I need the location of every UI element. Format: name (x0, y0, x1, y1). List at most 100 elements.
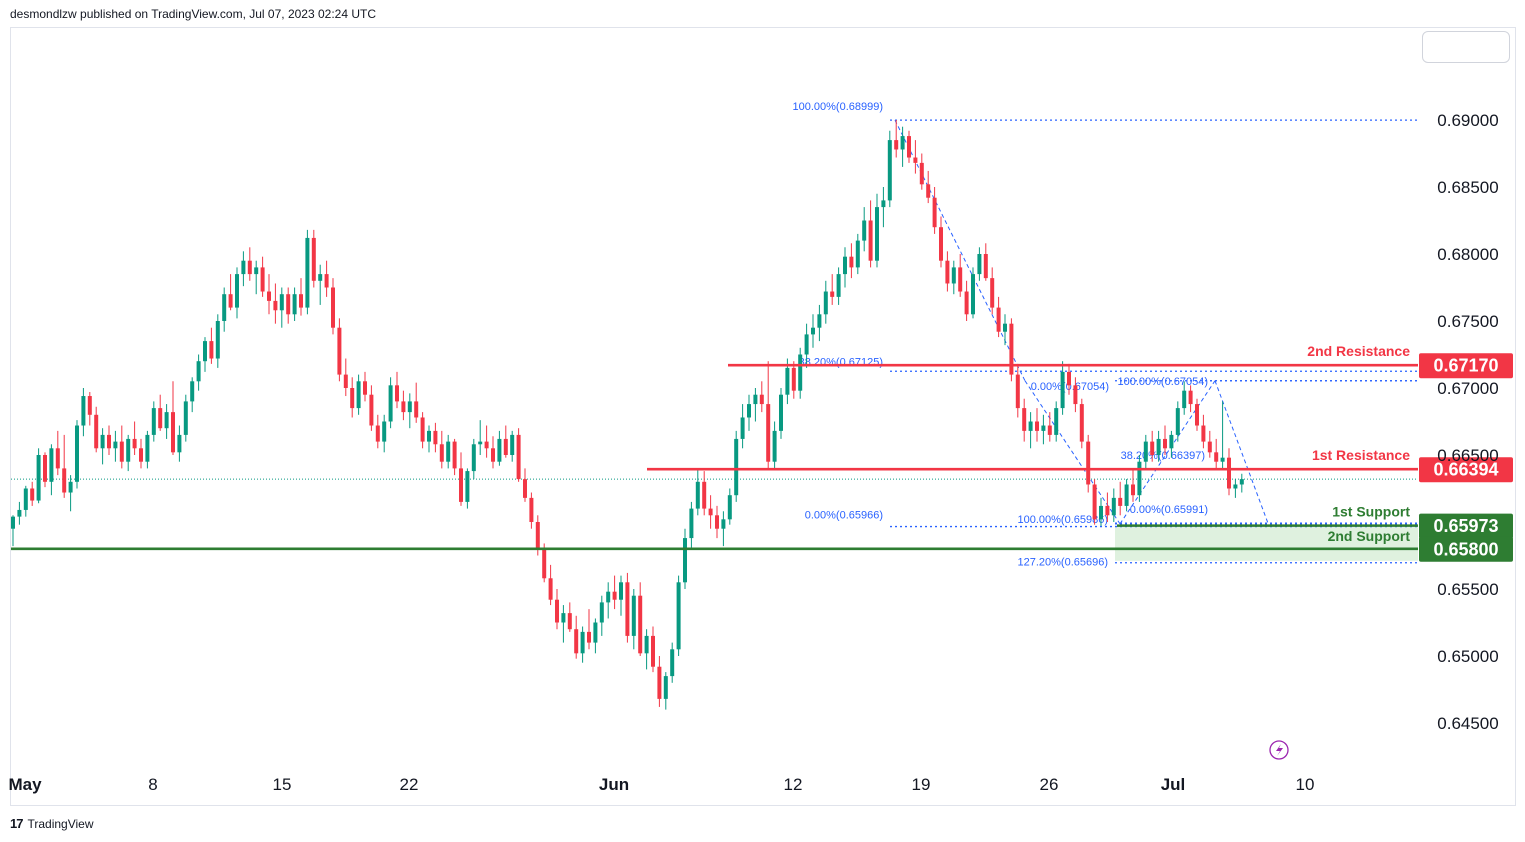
candle (36, 448, 41, 504)
candle (94, 406, 99, 453)
candle (798, 347, 803, 399)
candle (273, 283, 278, 324)
candle (420, 412, 425, 449)
price-tag-label: 0.65800 (1433, 539, 1498, 559)
candle (375, 414, 380, 449)
candle (606, 582, 611, 619)
candle (68, 475, 73, 512)
candle (439, 430, 444, 469)
candle (132, 421, 137, 455)
candle (1188, 385, 1193, 413)
candle (311, 229, 316, 288)
candle (318, 264, 323, 305)
level-name-label: 1st Support (1332, 504, 1410, 520)
candle (62, 434, 67, 498)
candle (1169, 430, 1174, 458)
candle (523, 468, 527, 502)
fib-level-label: 38.20%(0.66397) (1121, 450, 1205, 462)
candle (887, 130, 892, 208)
candle (1220, 401, 1225, 469)
candle (702, 471, 707, 516)
level-name-label: 1st Resistance (1312, 447, 1410, 463)
y-tick-label: 0.65500 (1437, 580, 1498, 599)
fib-level-label: 100.00%(0.68999) (792, 101, 883, 113)
candle (350, 377, 355, 418)
candle (107, 425, 111, 455)
candle (331, 278, 335, 335)
price-tag (1419, 457, 1513, 483)
candle (587, 609, 591, 650)
price-tag-label: 0.66394 (1433, 460, 1498, 480)
candle (343, 358, 348, 397)
candle (23, 485, 28, 517)
candle (951, 260, 956, 295)
alert-icon[interactable] (1269, 740, 1289, 760)
candle (772, 421, 777, 469)
candle (1182, 381, 1187, 415)
candle (1054, 401, 1059, 442)
candle (651, 626, 655, 673)
brand-name: TradingView (27, 816, 94, 831)
candle (689, 501, 694, 549)
candle (433, 422, 438, 453)
candle (1214, 438, 1219, 469)
x-tick-label: Jul (1161, 775, 1186, 794)
candle (363, 371, 367, 402)
candle (529, 492, 534, 529)
candle (1009, 318, 1014, 382)
candle (177, 425, 182, 462)
y-tick-label: 0.67500 (1437, 312, 1498, 331)
candle (567, 602, 572, 632)
candle (247, 247, 252, 281)
publisher-line: desmondlzw published on TradingView.com,… (10, 7, 376, 21)
candle (113, 430, 118, 462)
candle (919, 153, 924, 190)
candle (471, 438, 476, 480)
fib-level-label: 127.20%(0.65696) (1017, 557, 1108, 569)
x-tick-label: 12 (784, 775, 803, 794)
candle (811, 314, 815, 348)
candle (779, 388, 783, 439)
candle (875, 193, 879, 268)
candle (881, 187, 886, 228)
y-tick-label: 0.66500 (1437, 446, 1498, 465)
candle (1201, 414, 1206, 449)
y-tick-label: 0.69000 (1437, 111, 1498, 130)
candle (369, 385, 374, 431)
candle (1175, 401, 1180, 442)
candle (695, 468, 700, 516)
candle (145, 430, 150, 469)
candle (1015, 363, 1020, 418)
candle (356, 374, 361, 415)
candle (1195, 398, 1199, 431)
fib-level-label: 0.00%(0.65966) (805, 510, 883, 522)
candle (823, 280, 828, 324)
candle (126, 434, 131, 472)
candle (580, 626, 585, 663)
candle (638, 582, 643, 656)
chart-toolbar-button[interactable] (1422, 31, 1510, 63)
candle (932, 187, 937, 234)
candle (11, 515, 15, 547)
fib-layer: 100.00%(0.68999)38.20%(0.67125)0.00%(0.6… (792, 101, 1418, 569)
price-tag (1419, 513, 1513, 539)
x-tick-label: 26 (1040, 775, 1059, 794)
candle (1227, 448, 1231, 496)
candle (1137, 455, 1142, 502)
candle (459, 452, 463, 506)
candle (215, 314, 220, 368)
candle (465, 468, 470, 509)
candle (619, 575, 623, 616)
candle (849, 243, 854, 279)
candle (55, 430, 60, 476)
candle (1131, 468, 1135, 502)
candle (164, 404, 169, 439)
candle (1143, 434, 1148, 469)
candle (625, 572, 630, 643)
x-tick-label: 8 (148, 775, 157, 794)
x-tick-label: 15 (273, 775, 292, 794)
candle (241, 251, 246, 287)
candle (945, 251, 950, 292)
x-tick-label: 22 (400, 775, 419, 794)
